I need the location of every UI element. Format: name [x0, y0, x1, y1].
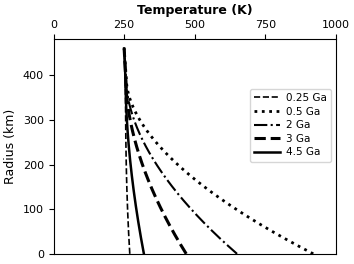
2 Ga: [124, 84, 129, 87]
0.5 Ga: [125, 84, 129, 87]
3 Ga: [124, 84, 128, 87]
Line: 2 Ga: 2 Ga: [124, 48, 237, 254]
4.5 Ga: [142, 252, 146, 255]
3 Ga: [137, 153, 141, 157]
2 Ga: [122, 52, 127, 55]
3 Ga: [133, 141, 138, 144]
0.25 Ga: [124, 153, 128, 157]
2 Ga: [149, 155, 154, 158]
4.5 Ga: [126, 130, 130, 133]
0.5 Ga: [145, 130, 150, 133]
2 Ga: [122, 47, 126, 50]
0.5 Ga: [167, 155, 171, 158]
0.25 Ga: [124, 155, 128, 158]
0.25 Ga: [122, 47, 126, 50]
0.25 Ga: [122, 52, 126, 55]
0.25 Ga: [128, 252, 132, 255]
2 Ga: [137, 130, 141, 133]
0.5 Ga: [122, 52, 127, 55]
4.5 Ga: [126, 141, 131, 144]
Line: 0.5 Ga: 0.5 Ga: [124, 48, 313, 254]
0.25 Ga: [124, 84, 128, 87]
0.5 Ga: [166, 153, 170, 157]
4.5 Ga: [127, 155, 132, 158]
Line: 0.25 Ga: 0.25 Ga: [124, 48, 130, 254]
3 Ga: [131, 130, 135, 133]
4.5 Ga: [122, 47, 126, 50]
0.5 Ga: [154, 141, 159, 144]
3 Ga: [122, 47, 126, 50]
4.5 Ga: [124, 84, 128, 87]
4.5 Ga: [127, 153, 132, 157]
X-axis label: Temperature (K): Temperature (K): [137, 4, 252, 17]
2 Ga: [235, 252, 239, 255]
Legend: 0.25 Ga, 0.5 Ga, 2 Ga, 3 Ga, 4.5 Ga: 0.25 Ga, 0.5 Ga, 2 Ga, 3 Ga, 4.5 Ga: [250, 89, 331, 162]
0.25 Ga: [124, 130, 128, 133]
3 Ga: [184, 252, 188, 255]
2 Ga: [149, 153, 153, 157]
3 Ga: [137, 155, 142, 158]
2 Ga: [142, 141, 146, 144]
0.5 Ga: [122, 47, 126, 50]
0.5 Ga: [311, 252, 315, 255]
0.25 Ga: [124, 141, 128, 144]
Line: 3 Ga: 3 Ga: [124, 48, 186, 254]
Y-axis label: Radius (km): Radius (km): [4, 109, 17, 184]
4.5 Ga: [122, 52, 126, 55]
3 Ga: [122, 52, 126, 55]
Line: 4.5 Ga: 4.5 Ga: [124, 48, 144, 254]
